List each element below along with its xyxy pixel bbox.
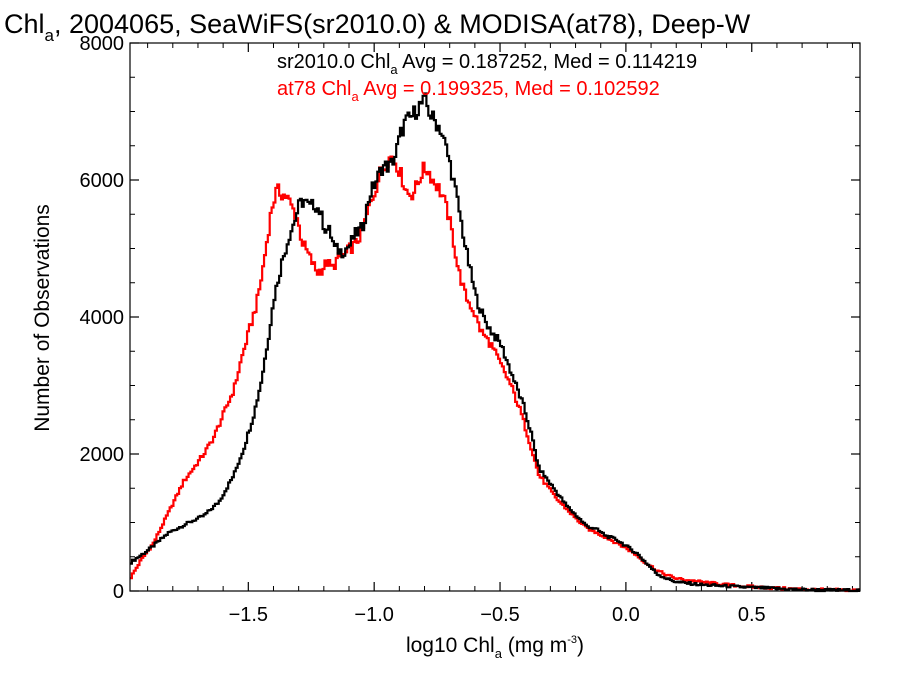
y-tick-label: 6000 [80,170,125,192]
data-series [130,92,860,593]
y-tick-label: 2000 [80,444,125,466]
x-tick-label: −1.5 [229,604,268,626]
x-tick-label: 0.0 [612,604,640,626]
series-line-sr20100 [130,92,860,593]
legend-entry-at78: at78 Chla Avg = 0.199325, Med = 0.102592 [277,78,660,104]
x-tick-label: 0.5 [738,604,766,626]
y-tick-label: 8000 [80,33,125,55]
axis-ticks: −1.5 −1.0 −0.5 0.0 0.5 0 2000 4000 6000 8000 [80,33,860,626]
x-tick-label: −1.0 [354,604,393,626]
chart-title: Chla, 2004065, SeaWiFS(sr2010.0) & MODIS… [4,9,751,45]
legend-entry-sr2010: sr2010.0 Chla Avg = 0.187252, Med = 0.11… [277,51,697,77]
series-line-at78 [130,155,860,593]
plot-frame [129,42,861,592]
y-axis-label: Number of Observations [31,204,54,432]
x-axis-label: log10 Chla (mg m-3) [406,634,584,661]
y-tick-label: 0 [113,581,124,603]
x-tick-label: −0.5 [480,604,519,626]
y-tick-label: 4000 [80,307,125,329]
